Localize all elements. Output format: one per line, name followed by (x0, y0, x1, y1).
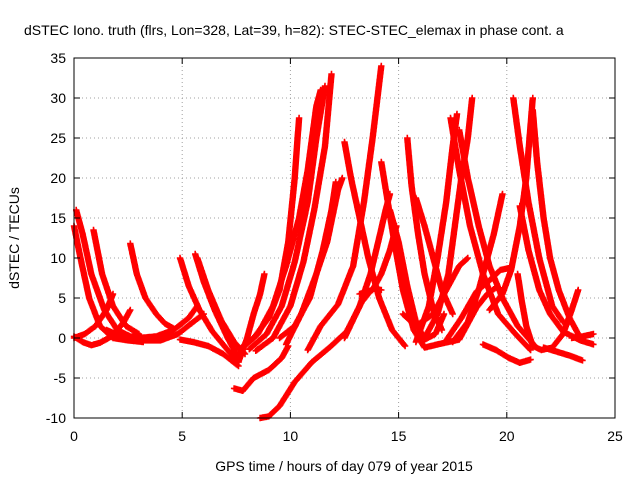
series-10-markers (194, 254, 249, 358)
series-17-markers (246, 82, 329, 353)
y-tick-label: 5 (58, 290, 66, 306)
y-tick-label: 10 (50, 250, 66, 266)
y-tick-label: 15 (50, 210, 66, 226)
x-tick-label: 15 (391, 428, 407, 444)
series-8 (176, 254, 242, 366)
y-tick-label: -5 (54, 370, 67, 386)
series-40 (529, 106, 582, 338)
series-18 (252, 70, 335, 354)
y-tick-label: 25 (50, 130, 66, 146)
x-tick-label: 10 (283, 428, 299, 444)
series-4-markers (90, 226, 143, 338)
axis-ticks (73, 57, 616, 419)
series-44-markers (568, 330, 597, 342)
y-tick-label: 35 (50, 50, 66, 66)
series-37-markers (434, 284, 500, 348)
series-37 (434, 284, 500, 348)
series-40-markers (529, 106, 582, 338)
x-tick-label: 0 (70, 428, 78, 444)
series-18-markers (252, 70, 335, 354)
series-16 (239, 86, 324, 351)
series-5 (127, 240, 177, 332)
x-tick-label: 20 (499, 428, 515, 444)
chart-title: dSTEC Iono. truth (flrs, Lon=328, Lat=39… (24, 22, 564, 38)
tick-labels: 0 5 10 15 20 25 -10 -5 0 5 10 15 20 25 30 35 (46, 50, 623, 444)
series-42 (479, 341, 534, 366)
y-axis-label: dSTEC / TECUs (6, 187, 22, 289)
series-42-markers (479, 341, 534, 366)
x-tick-label: 5 (178, 428, 186, 444)
series-7-markers (118, 310, 207, 344)
series-8-markers (176, 254, 242, 366)
series-7 (118, 310, 207, 344)
series-11 (176, 336, 242, 370)
y-tick-label: -10 (46, 410, 66, 426)
data-markers (70, 62, 597, 422)
x-tick-label: 25 (607, 428, 623, 444)
series-5-markers (127, 240, 177, 332)
plot-frame (73, 57, 616, 419)
series-38 (510, 94, 567, 326)
series-17 (246, 82, 329, 353)
series-11-markers (176, 336, 242, 370)
y-tick-label: 20 (50, 170, 66, 186)
series-13 (230, 342, 292, 394)
y-tick-label: 0 (58, 330, 66, 346)
series-44 (568, 330, 597, 342)
series-10 (194, 254, 249, 358)
series-13-markers (230, 342, 292, 394)
series-4 (90, 226, 143, 338)
series-20 (276, 178, 339, 342)
y-tick-label: 30 (50, 90, 66, 106)
series-38-markers (510, 94, 567, 326)
series-20-markers (276, 178, 339, 342)
series-16-markers (239, 86, 324, 351)
series-43-markers (540, 344, 586, 364)
series-43 (540, 344, 586, 364)
x-axis-label: GPS time / hours of day 079 of year 2015 (215, 458, 473, 474)
